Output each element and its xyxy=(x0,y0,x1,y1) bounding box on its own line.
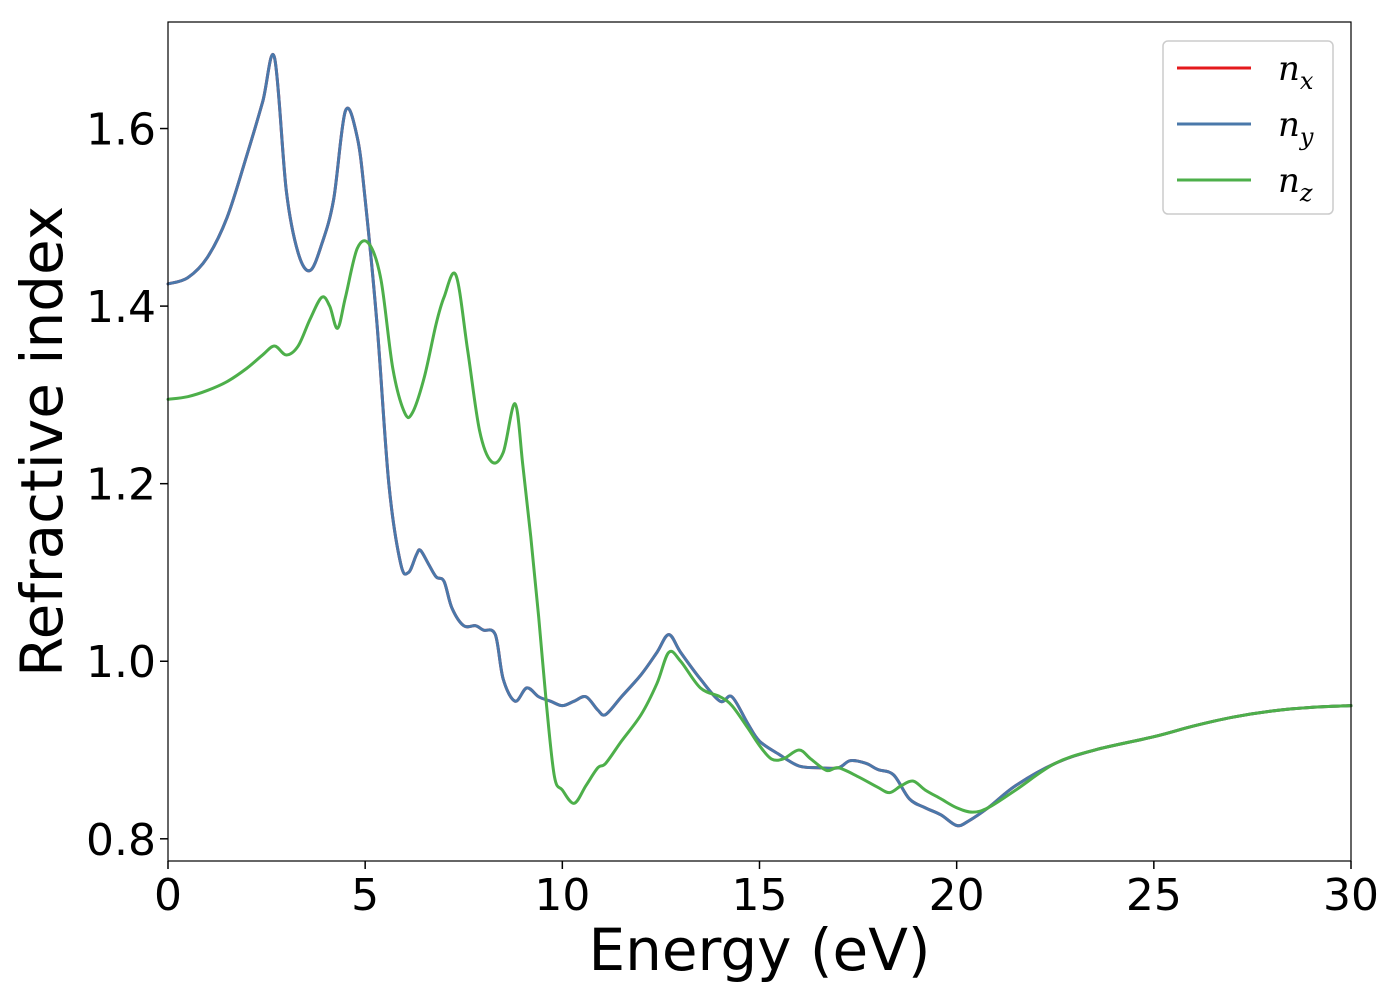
series-lines xyxy=(166,53,1353,828)
legend-box xyxy=(1162,40,1334,215)
series-line-ny xyxy=(166,53,1353,828)
x-axis-title: Energy (eV) xyxy=(588,916,930,984)
y-tick-label: 1.4 xyxy=(86,282,156,333)
legend: nx ny nz xyxy=(1162,40,1334,215)
legend-label-ny: ny xyxy=(1278,105,1314,151)
x-tick-label: 5 xyxy=(351,870,379,921)
x-tick-label: 15 xyxy=(732,870,788,921)
x-tick-label: 30 xyxy=(1323,870,1379,921)
y-tick-label: 0.8 xyxy=(86,815,156,866)
y-tick-label: 1.0 xyxy=(86,637,156,688)
x-tick-label: 0 xyxy=(154,870,182,921)
x-tick-label: 25 xyxy=(1126,870,1182,921)
legend-label-nz: nz xyxy=(1278,161,1313,207)
legend-label-nx: nx xyxy=(1278,49,1314,95)
plot-area-frame xyxy=(167,21,1352,862)
series-line-nz xyxy=(166,239,1353,814)
x-axis-ticks: 0 5 10 15 20 25 30 xyxy=(154,861,1379,921)
y-tick-label: 1.2 xyxy=(86,460,156,511)
x-tick-label: 20 xyxy=(929,870,985,921)
y-tick-label: 1.6 xyxy=(86,105,156,156)
y-axis-ticks: 0.8 1.0 1.2 1.4 1.6 xyxy=(86,105,168,866)
x-tick-label: 10 xyxy=(534,870,590,921)
y-axis-title: Refractive index xyxy=(8,206,76,677)
